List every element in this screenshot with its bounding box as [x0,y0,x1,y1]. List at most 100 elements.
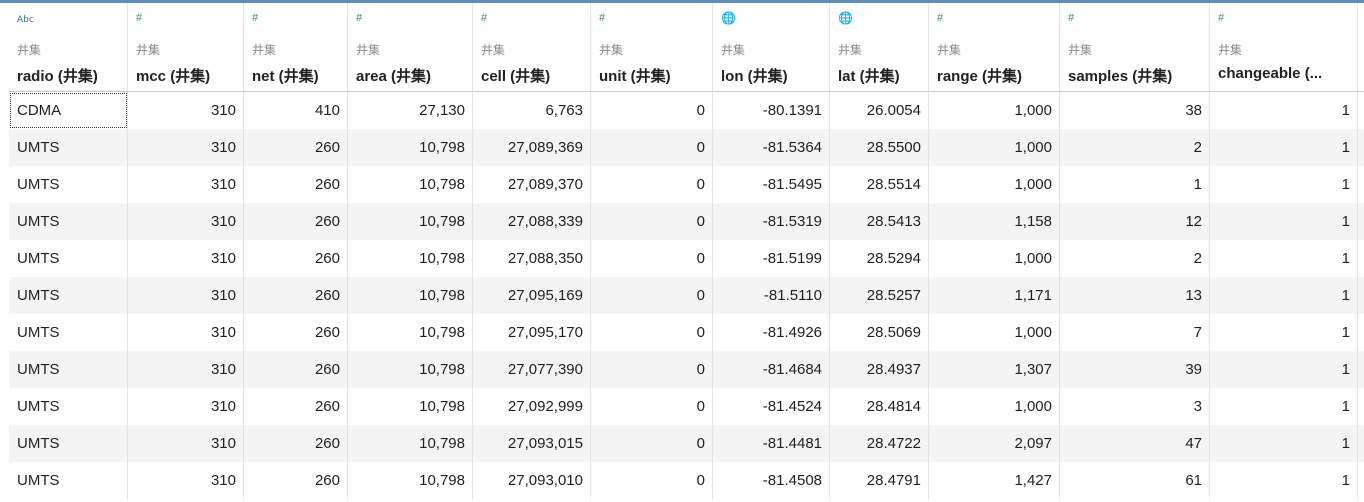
cell-lon[interactable]: -81.4481 [713,425,830,462]
cell-unit[interactable]: 0 [591,277,713,314]
cell-area[interactable]: 10,798 [348,314,473,351]
cell-radio[interactable]: UMTS [9,166,128,203]
cell-lon[interactable]: -81.5199 [713,240,830,277]
cell-lat[interactable]: 28.4814 [830,388,929,425]
cell-lat[interactable]: 28.4937 [830,351,929,388]
cell-range[interactable]: 1,171 [929,277,1060,314]
cell-area[interactable]: 10,798 [348,277,473,314]
cell-area[interactable]: 10,798 [348,462,473,499]
cell-mcc[interactable]: 310 [128,203,244,240]
cell-samples[interactable]: 13 [1060,277,1210,314]
cell-mcc[interactable]: 310 [128,92,244,129]
column-header-samples[interactable]: # 井集 samples (井集) [1060,3,1210,91]
cell-range[interactable]: 1,000 [929,240,1060,277]
cell-cell[interactable]: 27,095,169 [473,277,591,314]
cell-lat[interactable]: 28.5413 [830,203,929,240]
column-header-cell[interactable]: # 井集 cell (井集) [473,3,591,91]
cell-samples[interactable]: 3 [1060,388,1210,425]
cell-lat[interactable]: 28.4722 [830,425,929,462]
cell-cell[interactable]: 27,089,369 [473,129,591,166]
cell-range[interactable]: 2,097 [929,425,1060,462]
cell-changeable[interactable]: 1 [1210,166,1358,203]
cell-changeable[interactable]: 1 [1210,240,1358,277]
table-row[interactable]: UMTS 310 260 10,798 27,089,370 0 -81.5495 28.55… [9,166,1364,203]
cell-net[interactable]: 260 [244,462,348,499]
column-header-changeable[interactable]: # 井集 changeable (... [1210,3,1358,91]
cell-cell[interactable]: 27,088,350 [473,240,591,277]
cell-cell[interactable]: 27,089,370 [473,166,591,203]
cell-net[interactable]: 260 [244,425,348,462]
cell-cell[interactable]: 27,093,015 [473,425,591,462]
cell-lat[interactable]: 28.5514 [830,166,929,203]
cell-samples[interactable]: 61 [1060,462,1210,499]
cell-area[interactable]: 10,798 [348,166,473,203]
table-row[interactable]: UMTS 310 260 10,798 27,092,999 0 -81.4524 28.48… [9,388,1364,425]
cell-lon[interactable]: -81.5364 [713,129,830,166]
column-header-lat[interactable]: 🌐 井集 lat (井集) [830,3,929,91]
column-header-range[interactable]: # 井集 range (井集) [929,3,1060,91]
cell-range[interactable]: 1,427 [929,462,1060,499]
cell-net[interactable]: 260 [244,314,348,351]
cell-mcc[interactable]: 310 [128,240,244,277]
cell-net[interactable]: 260 [244,203,348,240]
cell-radio[interactable]: CDMA [9,92,128,129]
column-header-radio[interactable]: Abc 井集 radio (井集) [9,3,128,91]
column-header-net[interactable]: # 井集 net (井集) [244,3,348,91]
cell-lon[interactable]: -81.4684 [713,351,830,388]
cell-mcc[interactable]: 310 [128,351,244,388]
cell-unit[interactable]: 0 [591,240,713,277]
cell-area[interactable]: 10,798 [348,203,473,240]
table-row[interactable]: UMTS 310 260 10,798 27,095,170 0 -81.4926 28.50… [9,314,1364,351]
cell-unit[interactable]: 0 [591,388,713,425]
cell-cell[interactable]: 27,093,010 [473,462,591,499]
cell-range[interactable]: 1,307 [929,351,1060,388]
cell-mcc[interactable]: 310 [128,129,244,166]
cell-samples[interactable]: 39 [1060,351,1210,388]
cell-lat[interactable]: 26.0054 [830,92,929,129]
cell-lon[interactable]: -81.5495 [713,166,830,203]
cell-range[interactable]: 1,000 [929,314,1060,351]
cell-mcc[interactable]: 310 [128,277,244,314]
cell-area[interactable]: 10,798 [348,240,473,277]
cell-cell[interactable]: 27,092,999 [473,388,591,425]
cell-area[interactable]: 10,798 [348,425,473,462]
cell-range[interactable]: 1,000 [929,388,1060,425]
cell-samples[interactable]: 2 [1060,129,1210,166]
cell-area[interactable]: 10,798 [348,388,473,425]
cell-changeable[interactable]: 1 [1210,92,1358,129]
cell-lat[interactable]: 28.5069 [830,314,929,351]
table-row[interactable]: UMTS 310 260 10,798 27,088,339 0 -81.5319 28.54… [9,203,1364,240]
cell-range[interactable]: 1,000 [929,129,1060,166]
column-header-lon[interactable]: 🌐 井集 lon (井集) [713,3,830,91]
cell-lat[interactable]: 28.5257 [830,277,929,314]
cell-changeable[interactable]: 1 [1210,388,1358,425]
cell-samples[interactable]: 7 [1060,314,1210,351]
cell-lat[interactable]: 28.5294 [830,240,929,277]
cell-net[interactable]: 260 [244,166,348,203]
cell-cell[interactable]: 27,095,170 [473,314,591,351]
cell-changeable[interactable]: 1 [1210,425,1358,462]
cell-lon[interactable]: -81.4508 [713,462,830,499]
cell-area[interactable]: 27,130 [348,92,473,129]
table-row[interactable]: UMTS 310 260 10,798 27,095,169 0 -81.5110 28.52… [9,277,1364,314]
cell-unit[interactable]: 0 [591,462,713,499]
table-row[interactable]: UMTS 310 260 10,798 27,093,010 0 -81.4508 28.47… [9,462,1364,499]
cell-samples[interactable]: 2 [1060,240,1210,277]
cell-unit[interactable]: 0 [591,425,713,462]
cell-radio[interactable]: UMTS [9,277,128,314]
cell-net[interactable]: 260 [244,277,348,314]
column-header-area[interactable]: # 井集 area (井集) [348,3,473,91]
cell-lon[interactable]: -81.4524 [713,388,830,425]
cell-net[interactable]: 260 [244,240,348,277]
cell-lon[interactable]: -81.5110 [713,277,830,314]
table-row[interactable]: UMTS 310 260 10,798 27,093,015 0 -81.4481 28.47… [9,425,1364,462]
cell-radio[interactable]: UMTS [9,314,128,351]
cell-area[interactable]: 10,798 [348,129,473,166]
column-header-unit[interactable]: # 井集 unit (井集) [591,3,713,91]
cell-unit[interactable]: 0 [591,203,713,240]
cell-mcc[interactable]: 310 [128,462,244,499]
cell-area[interactable]: 10,798 [348,351,473,388]
cell-changeable[interactable]: 1 [1210,314,1358,351]
table-row[interactable]: UMTS 310 260 10,798 27,088,350 0 -81.5199 28.52… [9,240,1364,277]
cell-lat[interactable]: 28.4791 [830,462,929,499]
